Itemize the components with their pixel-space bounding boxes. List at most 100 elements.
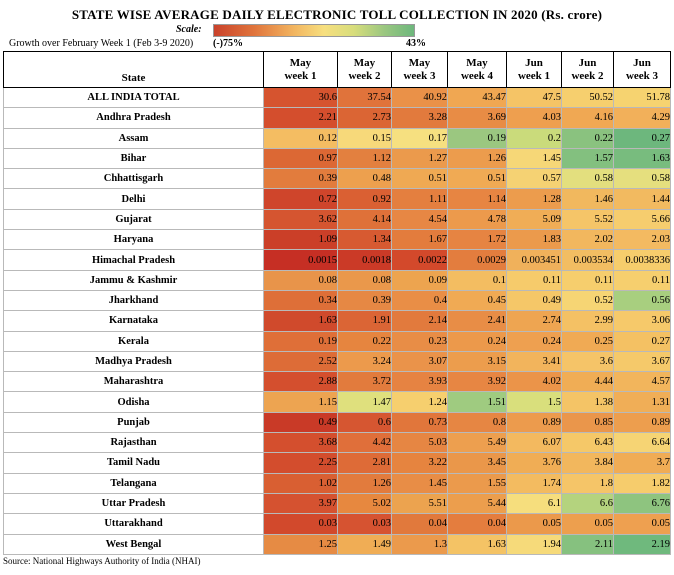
value-cell: 0.34 xyxy=(263,289,338,312)
state-name: Chhattisgarh xyxy=(3,168,264,190)
value-cell: 0.24 xyxy=(447,330,507,352)
value-cell: 1.28 xyxy=(506,188,562,210)
value-cell: 6.64 xyxy=(613,432,671,454)
value-cell: 5.03 xyxy=(391,432,448,454)
value-cell: 0.89 xyxy=(506,411,562,434)
value-cell: 0.09 xyxy=(391,269,448,291)
state-name: Madhya Pradesh xyxy=(3,350,264,373)
value-cell: 0.0022 xyxy=(391,249,448,271)
column-header-week: week 4 xyxy=(460,69,494,82)
value-cell: 6.43 xyxy=(561,432,614,454)
value-cell: 5.66 xyxy=(613,208,671,231)
value-cell: 0.48 xyxy=(337,168,392,190)
state-name: Andhra Pradesh xyxy=(3,107,264,129)
value-cell: 43.47 xyxy=(447,86,507,109)
value-cell: 37.54 xyxy=(337,86,392,109)
value-cell: 0.49 xyxy=(506,289,562,312)
table-row: Assam 0.12 0.15 0.17 0.19 0.2 0.22 0.27 xyxy=(3,127,671,149)
value-cell: 3.41 xyxy=(506,350,562,373)
value-cell: 0.11 xyxy=(561,269,614,291)
value-cell: 0.58 xyxy=(561,168,614,190)
column-header-month: Jun xyxy=(525,56,543,69)
value-cell: 1.34 xyxy=(337,229,392,251)
table-row: Andhra Pradesh 2.21 2.73 3.28 3.69 4.03 4.16 4.… xyxy=(3,107,671,129)
value-cell: 40.92 xyxy=(391,86,448,109)
table-row: Jharkhand 0.34 0.39 0.4 0.45 0.49 0.52 0.56 xyxy=(3,289,671,312)
value-cell: 2.99 xyxy=(561,310,614,332)
value-cell: 0.11 xyxy=(506,269,562,291)
column-header-month: May xyxy=(408,56,431,69)
value-cell: 1.14 xyxy=(447,188,507,210)
value-cell: 0.003534 xyxy=(561,249,614,271)
column-header-week: week 1 xyxy=(517,69,551,82)
value-cell: 6.6 xyxy=(561,492,614,515)
value-cell: 0.57 xyxy=(506,168,562,190)
value-cell: 1.15 xyxy=(263,391,338,413)
value-cell: 0.11 xyxy=(613,269,671,291)
value-cell: 0.89 xyxy=(613,411,671,434)
value-cell: 0.08 xyxy=(263,269,338,291)
value-cell: 2.03 xyxy=(613,229,671,251)
value-cell: 3.92 xyxy=(447,371,507,393)
source-note: Source: National Highways Authority of I… xyxy=(3,556,201,566)
value-cell: 1.26 xyxy=(447,147,507,170)
value-cell: 0.12 xyxy=(263,127,338,149)
table-row: Delhi 0.72 0.92 1.11 1.14 1.28 1.46 1.44 xyxy=(3,188,671,210)
value-cell: 0.22 xyxy=(561,127,614,149)
value-cell: 1.51 xyxy=(447,391,507,413)
value-cell: 0.0018 xyxy=(337,249,392,271)
value-cell: 0.05 xyxy=(506,513,562,535)
value-cell: 0.27 xyxy=(613,127,671,149)
value-cell: 1.94 xyxy=(506,533,562,555)
value-cell: 0.51 xyxy=(391,168,448,190)
value-cell: 1.02 xyxy=(263,472,338,494)
value-cell: 0.003451 xyxy=(506,249,562,271)
table-title: STATE WISE AVERAGE DAILY ELECTRONIC TOLL… xyxy=(71,7,603,22)
column-header: May week 4 xyxy=(447,51,507,88)
toll-collection-table: State May week 1 May week 2 May week 3 May w… xyxy=(3,51,671,555)
column-header: May week 2 xyxy=(337,51,392,88)
value-cell: 1.5 xyxy=(506,391,562,413)
value-cell: 0.23 xyxy=(391,330,448,352)
value-cell: 4.54 xyxy=(391,208,448,231)
value-cell: 50.52 xyxy=(561,86,614,109)
column-header: Jun week 2 xyxy=(561,51,614,88)
value-cell: 2.52 xyxy=(263,350,338,373)
value-cell: 3.28 xyxy=(391,107,448,129)
table-row: Karnataka 1.63 1.91 2.14 2.41 2.74 2.99 3.06 xyxy=(3,310,671,332)
value-cell: 0.2 xyxy=(506,127,562,149)
value-cell: 3.07 xyxy=(391,350,448,373)
value-cell: 4.42 xyxy=(337,432,392,454)
table-row: Uttarakhand 0.03 0.03 0.04 0.04 0.05 0.05 0.05 xyxy=(3,513,671,535)
state-name: Haryana xyxy=(3,229,264,251)
value-cell: 4.14 xyxy=(337,208,392,231)
table-row: Himachal Pradesh 0.0015 0.0018 0.0022 0.0029… xyxy=(3,249,671,271)
value-cell: 5.02 xyxy=(337,492,392,515)
state-name: ALL INDIA TOTAL xyxy=(3,86,264,109)
value-cell: 0.6 xyxy=(337,411,392,434)
value-cell: 0.72 xyxy=(263,188,338,210)
table-row: Gujarat 3.62 4.14 4.54 4.78 5.09 5.52 5.66 xyxy=(3,208,671,231)
column-header-week: week 3 xyxy=(403,69,436,82)
table-row: Bihar 0.97 1.12 1.27 1.26 1.45 1.57 1.63 xyxy=(3,147,671,170)
value-cell: 0.45 xyxy=(447,289,507,312)
table-row: Punjab 0.49 0.6 0.73 0.8 0.89 0.85 0.89 xyxy=(3,411,671,434)
value-cell: 2.19 xyxy=(613,533,671,555)
value-cell: 1.47 xyxy=(337,391,392,413)
scale-min-label: (-)75% xyxy=(213,38,243,49)
table-row: Madhya Pradesh 2.52 3.24 3.07 3.15 3.41 3.6 3.6… xyxy=(3,350,671,373)
value-cell: 5.52 xyxy=(561,208,614,231)
value-cell: 3.93 xyxy=(391,371,448,393)
state-name: Assam xyxy=(3,127,264,149)
value-cell: 1.67 xyxy=(391,229,448,251)
state-name: Punjab xyxy=(3,411,264,434)
value-cell: 47.5 xyxy=(506,86,562,109)
value-cell: 3.67 xyxy=(613,350,671,373)
value-cell: 3.24 xyxy=(337,350,392,373)
value-cell: 1.09 xyxy=(263,229,338,251)
value-cell: 3.7 xyxy=(613,452,671,474)
value-cell: 1.45 xyxy=(506,147,562,170)
value-cell: 0.0015 xyxy=(263,249,338,271)
table-row: Jammu & Kashmir 0.08 0.08 0.09 0.1 0.11 0.11 0.… xyxy=(3,269,671,291)
value-cell: 2.02 xyxy=(561,229,614,251)
